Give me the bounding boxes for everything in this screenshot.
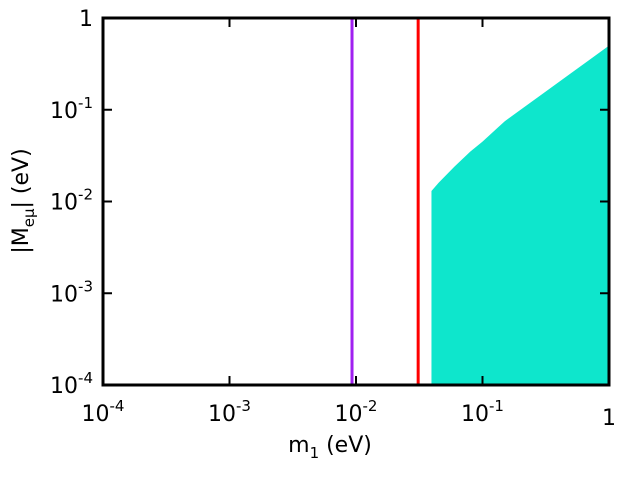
vertical-lines-layer bbox=[350, 18, 420, 385]
y-axis-label-suffix: | (eV) bbox=[9, 148, 34, 208]
x-tick-label-2: 10-2 bbox=[335, 397, 378, 427]
x-tick-labels: 10-4 10-3 10-2 10-1 1 bbox=[82, 397, 616, 431]
x-axis-label: m1 (eV) bbox=[288, 433, 372, 462]
y-tick-label-1: 10-3 bbox=[50, 277, 93, 307]
y-tick-label-2: 10-2 bbox=[50, 186, 93, 216]
x-axis-label-suffix: (eV) bbox=[319, 433, 372, 458]
y-axis-label: |Meμ| (eV) bbox=[9, 148, 38, 253]
x-tick-label-1: 10-3 bbox=[208, 397, 251, 427]
x-tick-label-3: 10-1 bbox=[461, 397, 504, 427]
x-axis-label-sub: 1 bbox=[310, 444, 320, 462]
allowed-region-layer bbox=[431, 45, 609, 385]
allowed-region bbox=[431, 45, 609, 385]
plot-frame bbox=[101, 16, 611, 387]
x-tick-label-4: 1 bbox=[602, 406, 616, 431]
y-tick-label-3: 10-1 bbox=[50, 94, 93, 124]
y-tick-label-0: 10-4 bbox=[50, 369, 93, 399]
x-axis-label-base: m bbox=[288, 433, 309, 458]
x-tick-label-0: 10-4 bbox=[82, 397, 125, 427]
y-tick-labels: 10-4 10-3 10-2 10-1 1 bbox=[50, 7, 93, 399]
y-axis-label-prefix: |M bbox=[9, 227, 34, 253]
y-tick-label-4: 1 bbox=[79, 7, 93, 32]
y-axis-label-sub: eμ bbox=[20, 208, 38, 227]
